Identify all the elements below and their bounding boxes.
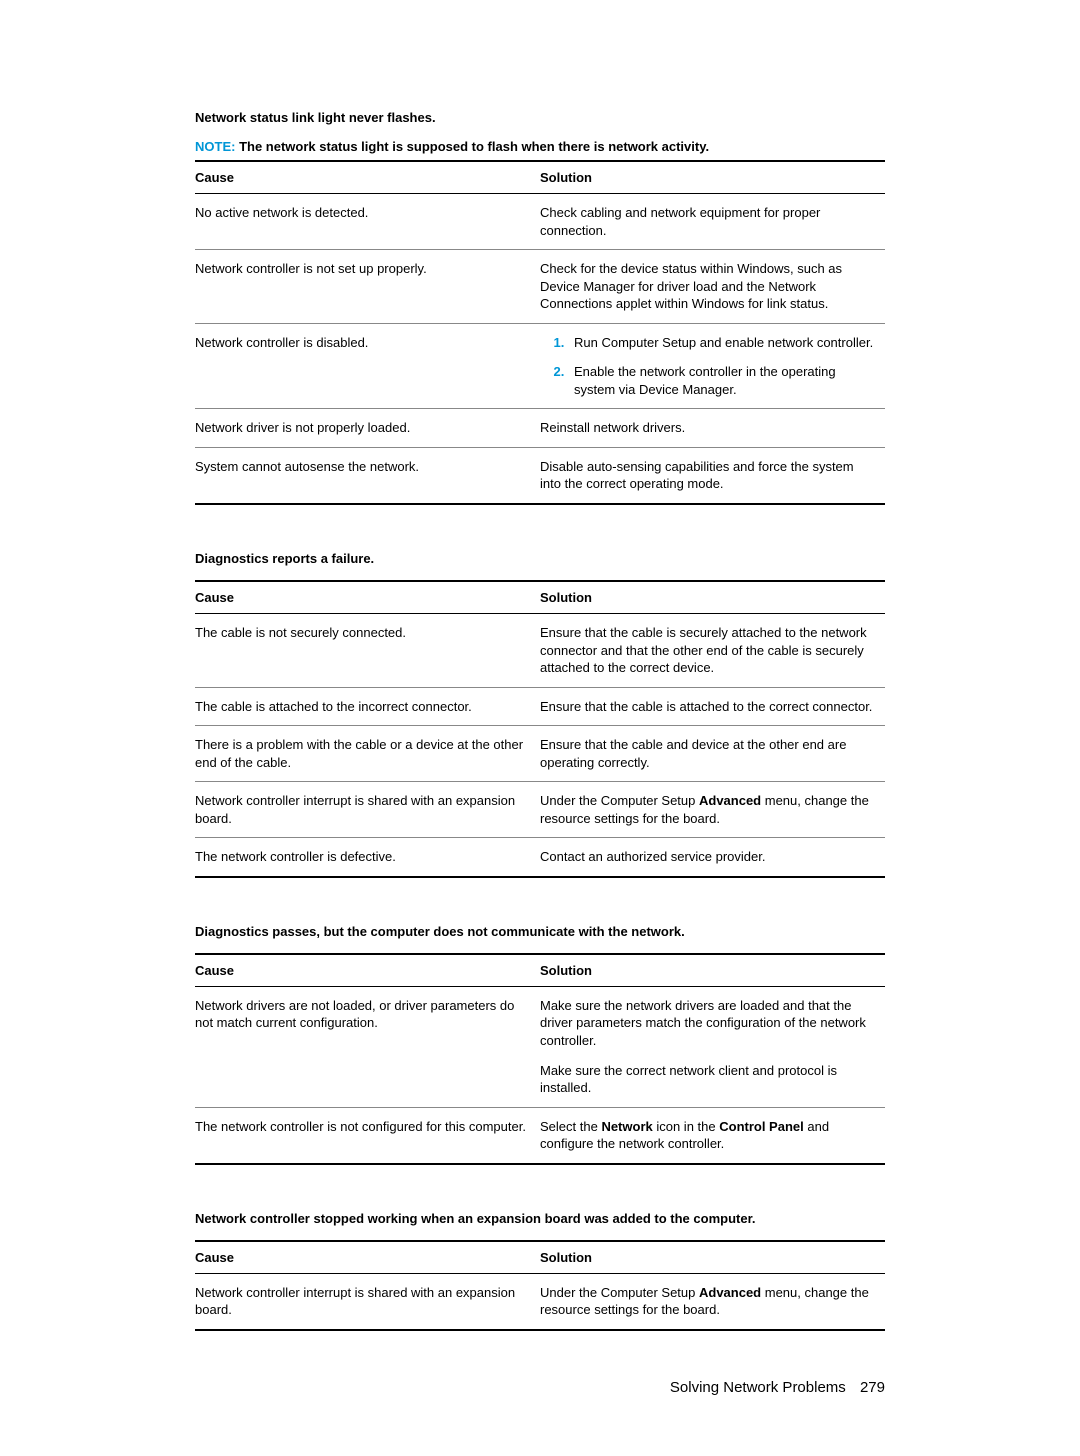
- page-content: Network status link light never flashes.…: [0, 0, 1080, 1456]
- cell-solution: Reinstall network drivers.: [540, 409, 885, 448]
- cause-header: Cause: [195, 954, 540, 987]
- cell-cause: The network controller is not configured…: [195, 1107, 540, 1164]
- note-label: NOTE:: [195, 139, 235, 154]
- footer-text: Solving Network Problems: [670, 1379, 846, 1396]
- cell-cause: There is a problem with the cable or a d…: [195, 726, 540, 782]
- table-row: Network controller is disabled. Run Comp…: [195, 323, 885, 409]
- solution-header: Solution: [540, 1241, 885, 1274]
- table3: Cause Solution Network drivers are not l…: [195, 953, 885, 1165]
- cell-solution: Ensure that the cable is attached to the…: [540, 687, 885, 726]
- cell-cause: The network controller is defective.: [195, 838, 540, 877]
- solution-header: Solution: [540, 161, 885, 194]
- table3-title: Diagnostics passes, but the computer doe…: [195, 924, 885, 939]
- table-row: The cable is not securely connected. Ens…: [195, 614, 885, 688]
- table-row: The cable is attached to the incorrect c…: [195, 687, 885, 726]
- table4: Cause Solution Network controller interr…: [195, 1240, 885, 1331]
- table-row: Network driver is not properly loaded. R…: [195, 409, 885, 448]
- cell-cause: Network controller interrupt is shared w…: [195, 1273, 540, 1330]
- solution-list: Run Computer Setup and enable network co…: [540, 334, 877, 399]
- cause-header: Cause: [195, 1241, 540, 1274]
- table2-title: Diagnostics reports a failure.: [195, 551, 885, 566]
- list-item: Run Computer Setup and enable network co…: [568, 334, 877, 352]
- cell-solution: Ensure that the cable is securely attach…: [540, 614, 885, 688]
- solution-header: Solution: [540, 581, 885, 614]
- table1-note: NOTE: The network status light is suppos…: [195, 139, 885, 154]
- cell-solution: Make sure the network drivers are loaded…: [540, 986, 885, 1107]
- cell-cause: Network driver is not properly loaded.: [195, 409, 540, 448]
- table-row: Network controller interrupt is shared w…: [195, 1273, 885, 1330]
- solution-header: Solution: [540, 954, 885, 987]
- table-row: There is a problem with the cable or a d…: [195, 726, 885, 782]
- cell-solution: Check for the device status within Windo…: [540, 250, 885, 324]
- cause-header: Cause: [195, 161, 540, 194]
- note-text: The network status light is supposed to …: [239, 139, 709, 154]
- cell-solution: Select the Network icon in the Control P…: [540, 1107, 885, 1164]
- cell-cause: Network controller is disabled.: [195, 323, 540, 409]
- table1: Cause Solution No active network is dete…: [195, 160, 885, 505]
- cell-cause: Network controller is not set up properl…: [195, 250, 540, 324]
- cell-solution: Under the Computer Setup Advanced menu, …: [540, 1273, 885, 1330]
- cell-cause: The cable is attached to the incorrect c…: [195, 687, 540, 726]
- table-row: Network drivers are not loaded, or drive…: [195, 986, 885, 1107]
- page-footer: Solving Network Problems 279: [195, 1379, 885, 1396]
- table4-title: Network controller stopped working when …: [195, 1211, 885, 1226]
- cell-solution: Under the Computer Setup Advanced menu, …: [540, 782, 885, 838]
- cell-cause: Network drivers are not loaded, or drive…: [195, 986, 540, 1107]
- list-item: Enable the network controller in the ope…: [568, 363, 877, 398]
- cell-solution: Ensure that the cable and device at the …: [540, 726, 885, 782]
- cell-solution: Contact an authorized service provider.: [540, 838, 885, 877]
- table-row: Network controller is not set up properl…: [195, 250, 885, 324]
- cell-cause: System cannot autosense the network.: [195, 447, 540, 504]
- cell-cause: No active network is detected.: [195, 194, 540, 250]
- cause-header: Cause: [195, 581, 540, 614]
- cell-solution: Run Computer Setup and enable network co…: [540, 323, 885, 409]
- table2: Cause Solution The cable is not securely…: [195, 580, 885, 878]
- table-row: The network controller is not configured…: [195, 1107, 885, 1164]
- table-row: No active network is detected. Check cab…: [195, 194, 885, 250]
- table-row: System cannot autosense the network. Dis…: [195, 447, 885, 504]
- cell-solution: Check cabling and network equipment for …: [540, 194, 885, 250]
- footer-page-number: 279: [860, 1379, 885, 1396]
- cell-cause: Network controller interrupt is shared w…: [195, 782, 540, 838]
- table-row: Network controller interrupt is shared w…: [195, 782, 885, 838]
- cell-cause: The cable is not securely connected.: [195, 614, 540, 688]
- table1-title: Network status link light never flashes.: [195, 110, 885, 125]
- table-row: The network controller is defective. Con…: [195, 838, 885, 877]
- cell-solution: Disable auto-sensing capabilities and fo…: [540, 447, 885, 504]
